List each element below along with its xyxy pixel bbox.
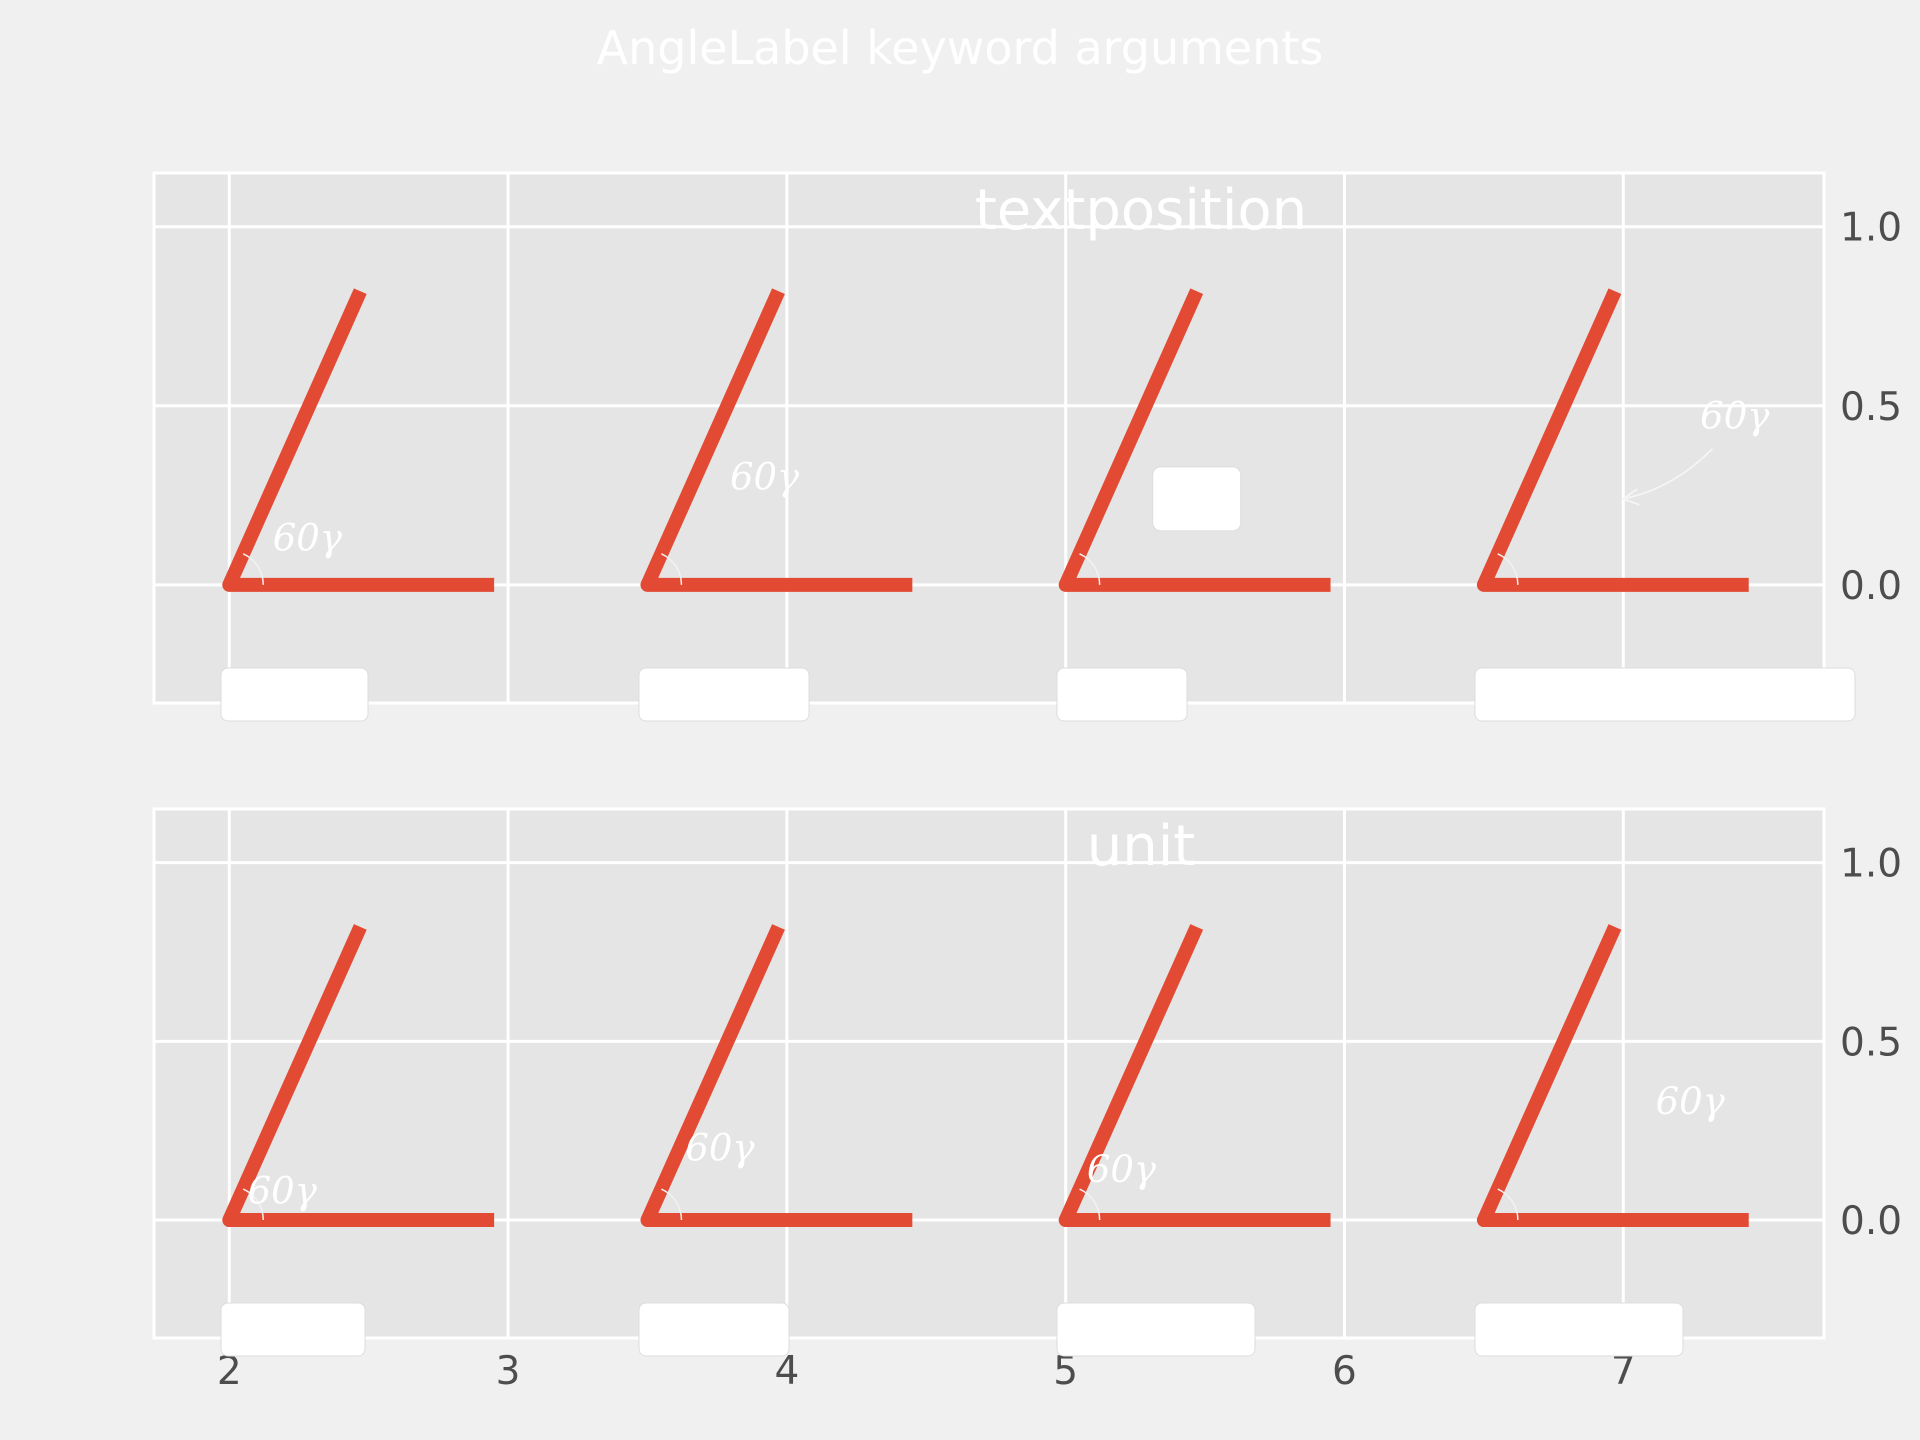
angle-marker: 60γ: [220, 288, 495, 722]
y-tick-label: 0.5: [1840, 385, 1902, 430]
angle-label: 60γ: [730, 455, 800, 498]
legend-box: [1474, 1302, 1684, 1357]
legend-box: [220, 1302, 366, 1357]
angle-label: 60γ: [1656, 1080, 1726, 1123]
angle-label: 60γ: [685, 1127, 755, 1170]
x-tick-label: 3: [496, 1349, 521, 1394]
angle-marker: [1056, 288, 1331, 722]
angle-arc: [242, 1188, 265, 1221]
angle-label-box: [1152, 466, 1242, 532]
angle-label: 60γ: [1087, 1148, 1157, 1191]
angle-lines: [640, 288, 913, 592]
angle-lines: [640, 924, 913, 1228]
label-arrowhead: [1621, 488, 1640, 506]
angle-lines: [1058, 924, 1331, 1228]
legend-box: [638, 1302, 790, 1357]
axes-background: [154, 809, 1824, 1338]
angle-lines: [1476, 924, 1749, 1228]
figure-title: AngleLabel keyword arguments: [597, 21, 1324, 75]
legend-box: [220, 667, 369, 722]
legend-box: [638, 667, 810, 722]
label-arrow: [1623, 448, 1714, 500]
angle-marker: 60γ: [220, 924, 495, 1357]
y-tick-label: 1.0: [1840, 842, 1902, 887]
y-tick-label: 1.0: [1840, 206, 1902, 251]
angle-lines: [222, 288, 495, 592]
angle-marker: 60γ: [638, 288, 913, 722]
axes-background: [154, 173, 1824, 703]
axes-frame: [152, 171, 1826, 705]
legend-box: [1474, 667, 1856, 722]
axes-textposition: textposition 0.0 0.5 1.0 60γ 60γ 60γ: [152, 171, 1902, 722]
angle-arc: [1497, 1188, 1519, 1221]
y-tick-label: 0.0: [1840, 564, 1902, 609]
angle-marker: 60γ: [638, 924, 913, 1357]
angle-label: 60γ: [273, 516, 343, 559]
y-tick-label: 0.0: [1840, 1199, 1902, 1244]
angle-lines: [1476, 288, 1749, 592]
angle-marker: 60γ: [1056, 924, 1331, 1357]
angle-arc: [661, 553, 683, 585]
legend-box: [1056, 667, 1188, 722]
angle-marker: 60γ: [1474, 288, 1856, 722]
angle-arc: [242, 553, 265, 585]
panel-title: textposition: [975, 178, 1307, 243]
legend-box: [1056, 1302, 1256, 1357]
angle-lines: [1058, 288, 1331, 592]
angle-label: 60γ: [1700, 395, 1770, 438]
panel-title: unit: [1087, 814, 1196, 879]
angle-arc: [1079, 1188, 1101, 1221]
angle-marker: 60γ: [1474, 924, 1749, 1357]
angle-arc: [1497, 553, 1519, 585]
x-tick-label: 6: [1332, 1349, 1357, 1394]
subplots: textposition 0.0 0.5 1.0 60γ 60γ 60γ unit 0.0 0.5…: [152, 171, 1902, 1394]
angle-label: 60γ: [248, 1169, 318, 1212]
y-tick-label: 0.5: [1840, 1020, 1902, 1065]
axes-frame: [152, 807, 1826, 1340]
angle-arc: [661, 1188, 683, 1221]
angle-arc: [1079, 553, 1101, 585]
angle-lines: [222, 924, 495, 1228]
